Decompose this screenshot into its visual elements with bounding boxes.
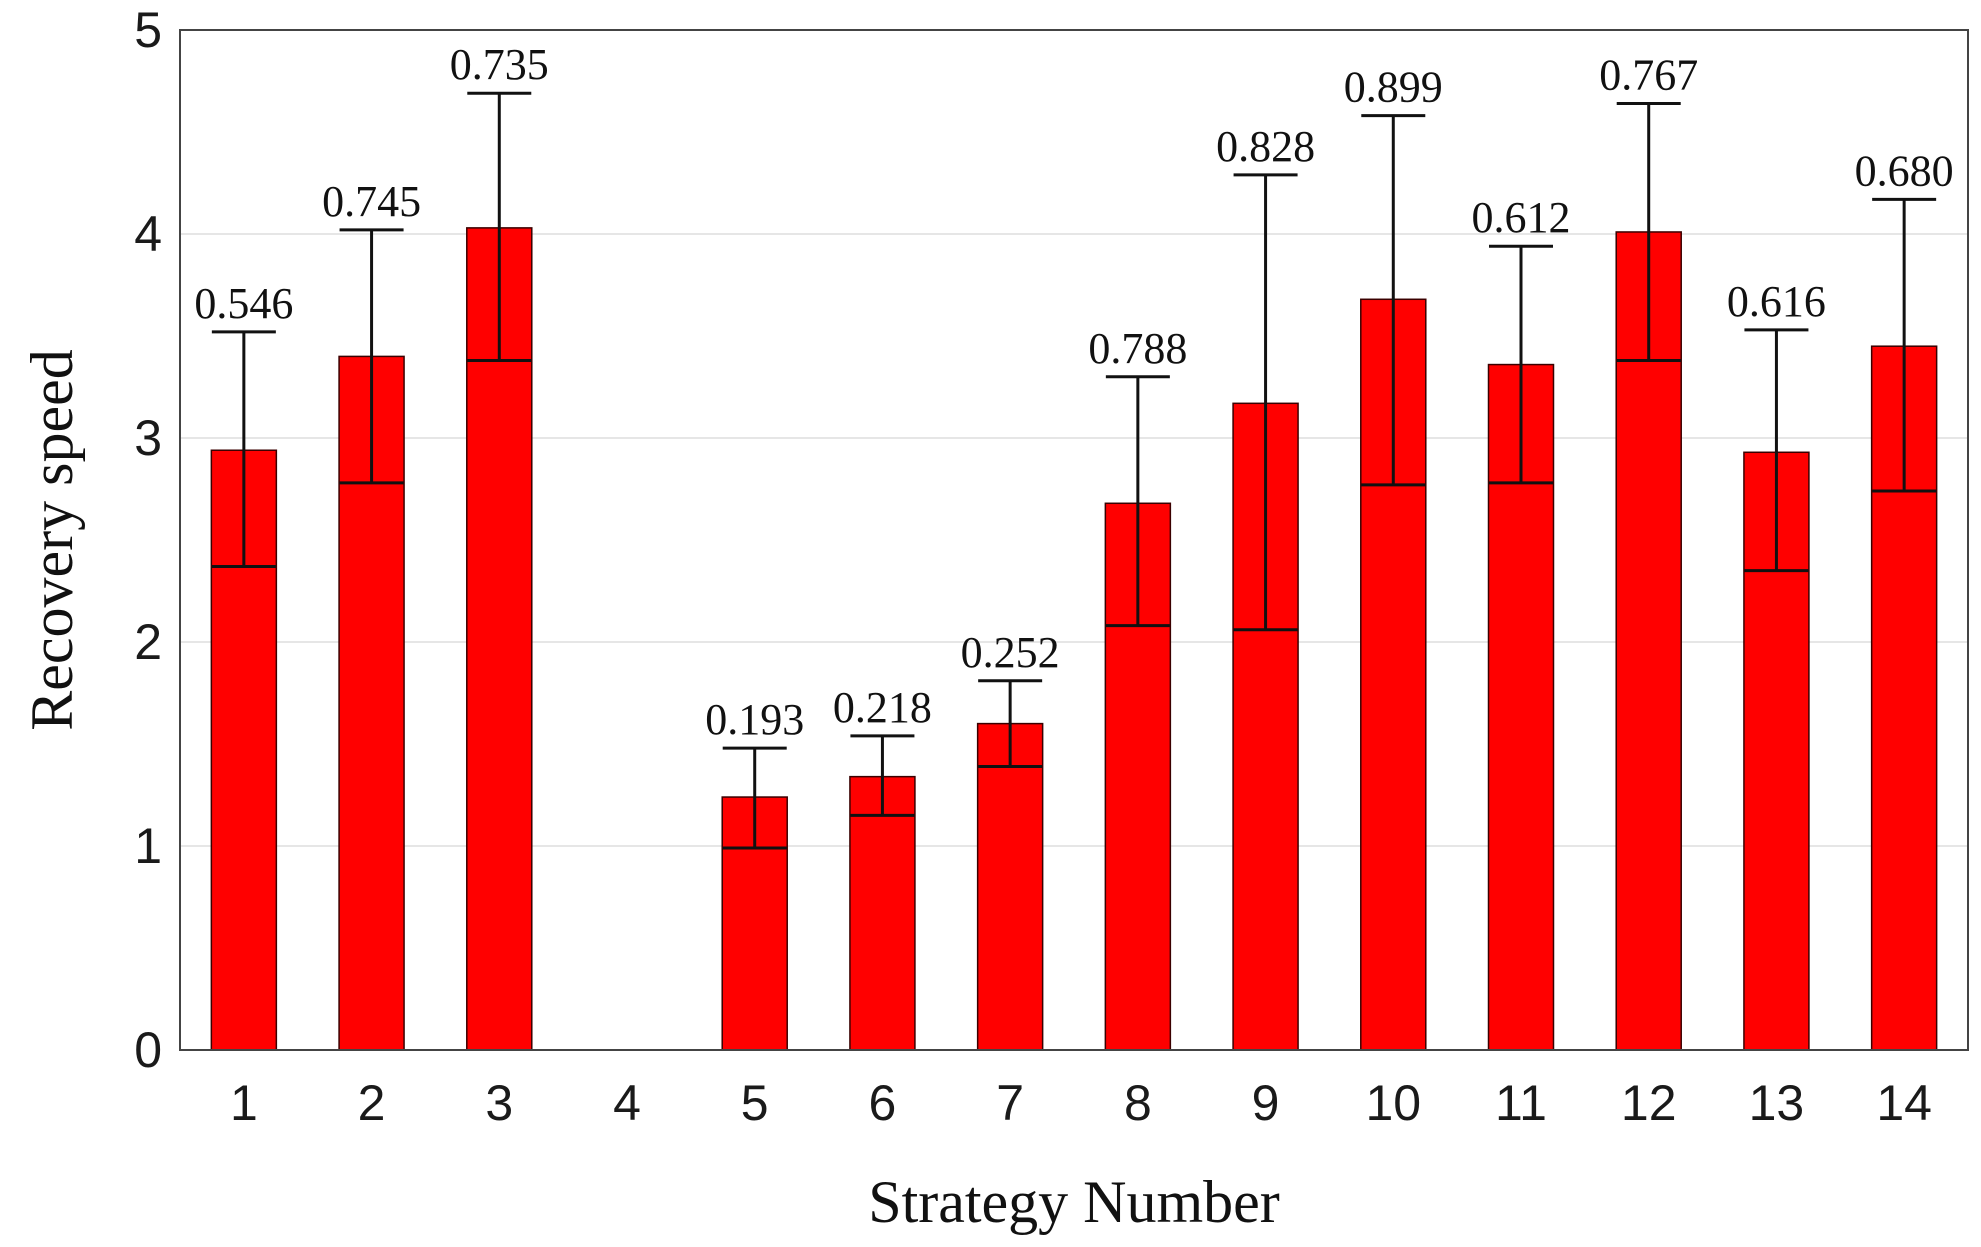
- error-bar: [722, 746, 787, 850]
- x-tick-label: 5: [741, 1075, 769, 1131]
- grid-lines: [180, 233, 1968, 847]
- y-axis-ticks: 0 1 2 3 4 5: [134, 2, 162, 1078]
- error-bar: [1489, 244, 1553, 485]
- data-label: 0.218: [833, 683, 932, 732]
- y-tick-label: 4: [134, 206, 162, 262]
- data-label: 0.828: [1216, 122, 1315, 171]
- data-label: 0.767: [1599, 50, 1698, 99]
- x-tick-label: 1: [230, 1075, 258, 1131]
- data-label: 0.546: [194, 279, 293, 328]
- bar: [466, 227, 533, 1051]
- data-label: 0.193: [705, 695, 804, 744]
- bar: [1615, 231, 1682, 1051]
- data-label: 0.252: [961, 628, 1060, 677]
- error-bar: [467, 91, 532, 362]
- data-labels: 0.546 0.745 0.735 0.193 0.218 0.252 0.788 0.828…: [194, 40, 1953, 744]
- x-tick-label: 14: [1876, 1075, 1932, 1131]
- data-label: 0.612: [1472, 193, 1571, 242]
- x-tick-label: 13: [1749, 1075, 1805, 1131]
- x-tick-label: 3: [485, 1075, 513, 1131]
- bar: [849, 775, 916, 1051]
- x-tick-label: 4: [613, 1075, 641, 1131]
- error-bar: [1361, 114, 1426, 487]
- x-tick-label: 9: [1252, 1075, 1280, 1131]
- y-tick-label: 0: [134, 1022, 162, 1078]
- x-tick-label: 8: [1124, 1075, 1152, 1131]
- data-label: 0.899: [1344, 63, 1443, 112]
- x-tick-label: 2: [358, 1075, 386, 1131]
- error-bar: [978, 679, 1043, 768]
- error-bar: [1744, 328, 1809, 573]
- error-bar: [339, 228, 404, 485]
- x-axis-ticks: 1 2 3 4 5 6 7 8 9 10 11 12 13 14: [230, 1075, 1932, 1131]
- x-axis-title: Strategy Number: [868, 1169, 1280, 1235]
- y-axis-title: Recovery speed: [19, 349, 85, 731]
- y-tick-label: 5: [134, 2, 162, 58]
- y-tick-label: 3: [134, 410, 162, 466]
- x-tick-label: 11: [1495, 1075, 1547, 1131]
- x-tick-label: 10: [1365, 1075, 1421, 1131]
- error-bars: [211, 91, 1937, 850]
- error-bar: [850, 734, 915, 817]
- x-tick-label: 6: [869, 1075, 897, 1131]
- data-label: 0.735: [450, 40, 549, 89]
- x-tick-label: 7: [996, 1075, 1024, 1131]
- y-tick-label: 2: [134, 614, 162, 670]
- data-label: 0.616: [1727, 277, 1826, 326]
- bar: [976, 722, 1044, 1051]
- y-tick-label: 1: [134, 818, 162, 874]
- data-label: 0.788: [1088, 324, 1187, 373]
- error-bar: [1872, 197, 1937, 493]
- bars: [210, 227, 1938, 1051]
- x-tick-label: 12: [1621, 1075, 1677, 1131]
- data-label: 0.745: [322, 177, 421, 226]
- data-label: 0.680: [1855, 146, 1954, 195]
- error-bar: [1105, 375, 1170, 628]
- error-bar: [1233, 173, 1298, 632]
- error-bar: [1616, 101, 1681, 362]
- plot-frame: [179, 29, 1969, 1051]
- error-bar: [211, 330, 276, 569]
